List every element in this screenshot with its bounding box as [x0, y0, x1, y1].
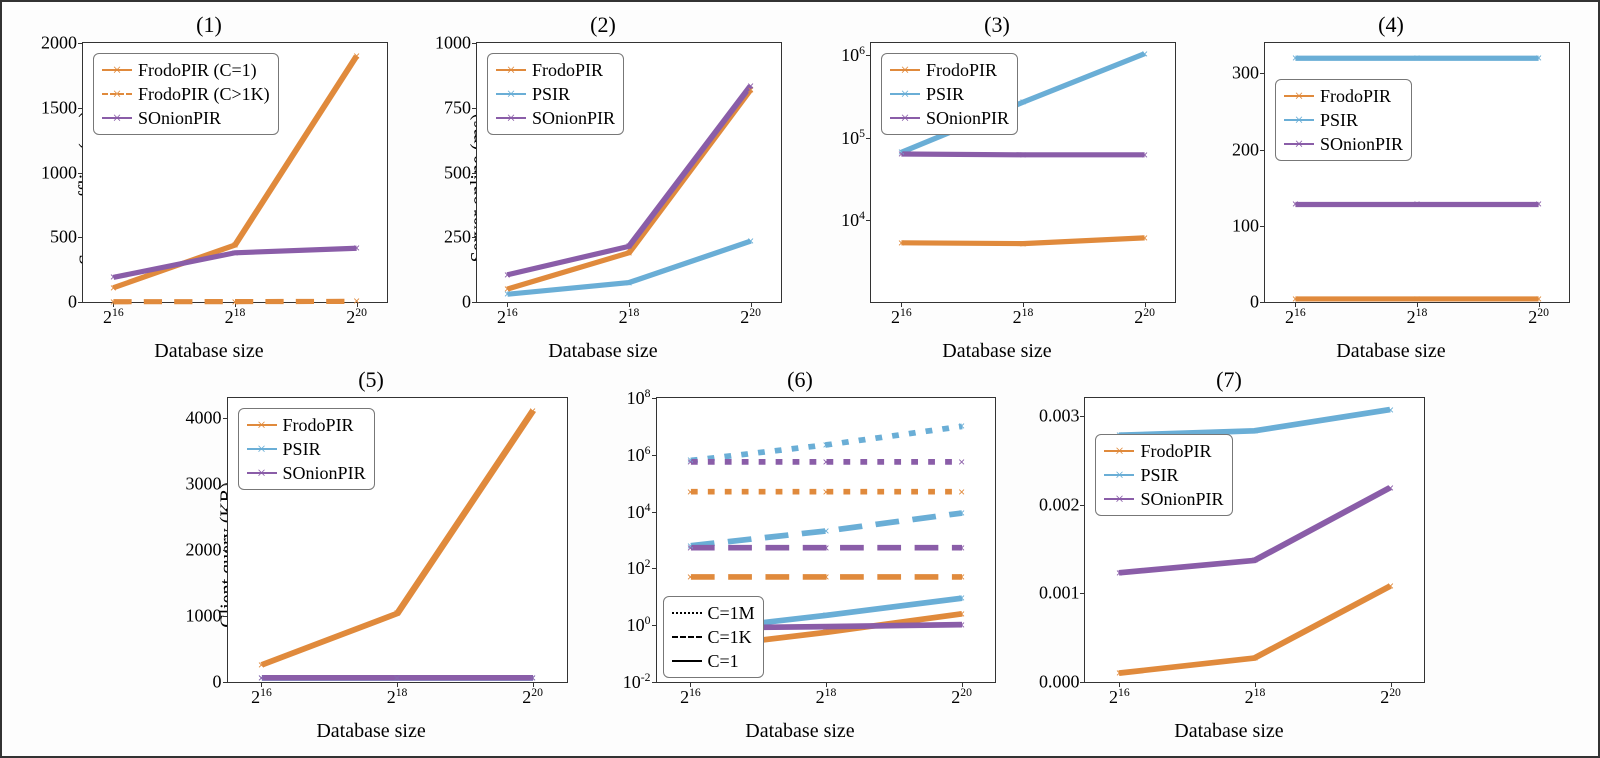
- legend-label: SOnionPIR: [532, 108, 615, 129]
- plot-area: 104105106216218220××××××××××FrodoPIR×PSI…: [870, 42, 1176, 303]
- y-tick: 1000: [186, 605, 228, 626]
- legend-row: ×SOnionPIR: [247, 461, 366, 485]
- y-tick: 0.000: [1039, 672, 1086, 693]
- legend-row: ×PSIR: [496, 82, 615, 106]
- legend: ×FrodoPIR×PSIR×SOnionPIR: [1275, 79, 1412, 161]
- x-axis-label: Database size: [1014, 720, 1443, 743]
- legend-label: FrodoPIR: [926, 60, 997, 81]
- legend-label: FrodoPIR (C>1K): [138, 84, 270, 105]
- y-tick: 0.003: [1039, 405, 1086, 426]
- legend-row: ×FrodoPIR (C>1K): [102, 82, 270, 106]
- legend-row: ×PSIR: [1104, 463, 1223, 487]
- y-tick: 3000: [186, 473, 228, 494]
- legend-label: SOnionPIR: [926, 108, 1009, 129]
- x-axis-label: Database size: [586, 720, 1015, 743]
- legend-label: C=1: [708, 651, 739, 672]
- legend-row: ×SOnionPIR: [496, 106, 615, 130]
- legend-label: FrodoPIR: [283, 415, 354, 436]
- panel-title: (4): [1194, 12, 1588, 38]
- plot-area: 01000200030004000216218220××××××××××Frod…: [227, 397, 568, 683]
- legend-label: PSIR: [283, 439, 321, 460]
- legend-label: PSIR: [926, 84, 964, 105]
- y-tick: 4000: [186, 407, 228, 428]
- legend-label: PSIR: [1320, 110, 1358, 131]
- panel-title: (5): [157, 367, 586, 393]
- x-axis-label: Database size: [1194, 340, 1588, 363]
- y-tick: 2000: [186, 539, 228, 560]
- legend: ×FrodoPIR×PSIR×SOnionPIR: [1095, 434, 1232, 516]
- panel-p1: (1)Server offline (sec)Database size0500…: [12, 10, 406, 365]
- panel-p2: (2)Server online (ms)Database size025050…: [406, 10, 800, 365]
- legend-row: ×FrodoPIR: [1284, 84, 1403, 108]
- legend-row: ×FrodoPIR: [1104, 439, 1223, 463]
- y-tick: 1000: [435, 33, 477, 54]
- figure: (1)Server offline (sec)Database size0500…: [0, 0, 1600, 758]
- legend-label: SOnionPIR: [138, 108, 221, 129]
- legend-label: FrodoPIR: [1320, 86, 1391, 107]
- legend-row: ×SOnionPIR: [890, 106, 1009, 130]
- legend: ×FrodoPIR×PSIR×SOnionPIR: [881, 53, 1018, 135]
- legend-row: ×PSIR: [247, 437, 366, 461]
- plot-area: 02505007501000216218220××××××××××FrodoPI…: [476, 42, 782, 303]
- y-tick: 1000: [41, 162, 83, 183]
- legend-row: ×FrodoPIR: [496, 58, 615, 82]
- legend: ×FrodoPIR×PSIR×SOnionPIR: [487, 53, 624, 135]
- legend-label: SOnionPIR: [1320, 134, 1403, 155]
- legend-label: FrodoPIR: [532, 60, 603, 81]
- plot-area: 10-2100102104106108216218220××××××××××××…: [656, 397, 997, 683]
- y-tick: 1500: [41, 97, 83, 118]
- plot-area: 0500100015002000216218220××××××××××Frodo…: [82, 42, 388, 303]
- legend-label: C=1M: [708, 603, 755, 624]
- legend-row: ×PSIR: [890, 82, 1009, 106]
- y-tick: 2000: [41, 33, 83, 54]
- legend-row: ×SOnionPIR: [1104, 487, 1223, 511]
- panel-p7: (7)Online financial (cents)Database size…: [1014, 365, 1443, 745]
- x-axis-label: Database size: [800, 340, 1194, 363]
- legend-row: ×SOnionPIR: [102, 106, 270, 130]
- legend-label: C=1K: [708, 627, 752, 648]
- panel-title: (7): [1014, 367, 1443, 393]
- panel-p4: (4)Client download (KB)Database size0100…: [1194, 10, 1588, 365]
- y-tick: 0.002: [1039, 494, 1086, 515]
- legend-label: PSIR: [532, 84, 570, 105]
- panel-p3: (3)Client download (KB)Database size1041…: [800, 10, 1194, 365]
- legend-label: SOnionPIR: [283, 463, 366, 484]
- x-axis-label: Database size: [12, 340, 406, 363]
- panel-title: (3): [800, 12, 1194, 38]
- legend-row: ×SOnionPIR: [1284, 132, 1403, 156]
- legend-label: FrodoPIR (C=1): [138, 60, 257, 81]
- x-axis-label: Database size: [406, 340, 800, 363]
- legend: ×FrodoPIR (C=1)×FrodoPIR (C>1K)×SOnionPI…: [93, 53, 279, 135]
- plot-area: 0.0000.0010.0020.003216218220××××××××××F…: [1084, 397, 1425, 683]
- y-tick: 0.001: [1039, 583, 1086, 604]
- x-axis-label: Database size: [157, 720, 586, 743]
- legend-row: ×FrodoPIR: [890, 58, 1009, 82]
- legend-label: PSIR: [1140, 465, 1178, 486]
- panel-p5: (5)Client query (KB)Database size0100020…: [157, 365, 586, 745]
- legend-row: ×FrodoPIR (C=1): [102, 58, 270, 82]
- legend-label: FrodoPIR: [1140, 441, 1211, 462]
- legend: C=1M C=1K C=1: [663, 596, 764, 678]
- legend-row: ×PSIR: [1284, 108, 1403, 132]
- legend-row: ×FrodoPIR: [247, 413, 366, 437]
- plot-area: 0100200300216218220××××××××××FrodoPIR×PS…: [1264, 42, 1570, 303]
- panel-p6: (6)Offline financial (cents)Database siz…: [586, 365, 1015, 745]
- legend: ×FrodoPIR×PSIR×SOnionPIR: [238, 408, 375, 490]
- legend-label: SOnionPIR: [1140, 489, 1223, 510]
